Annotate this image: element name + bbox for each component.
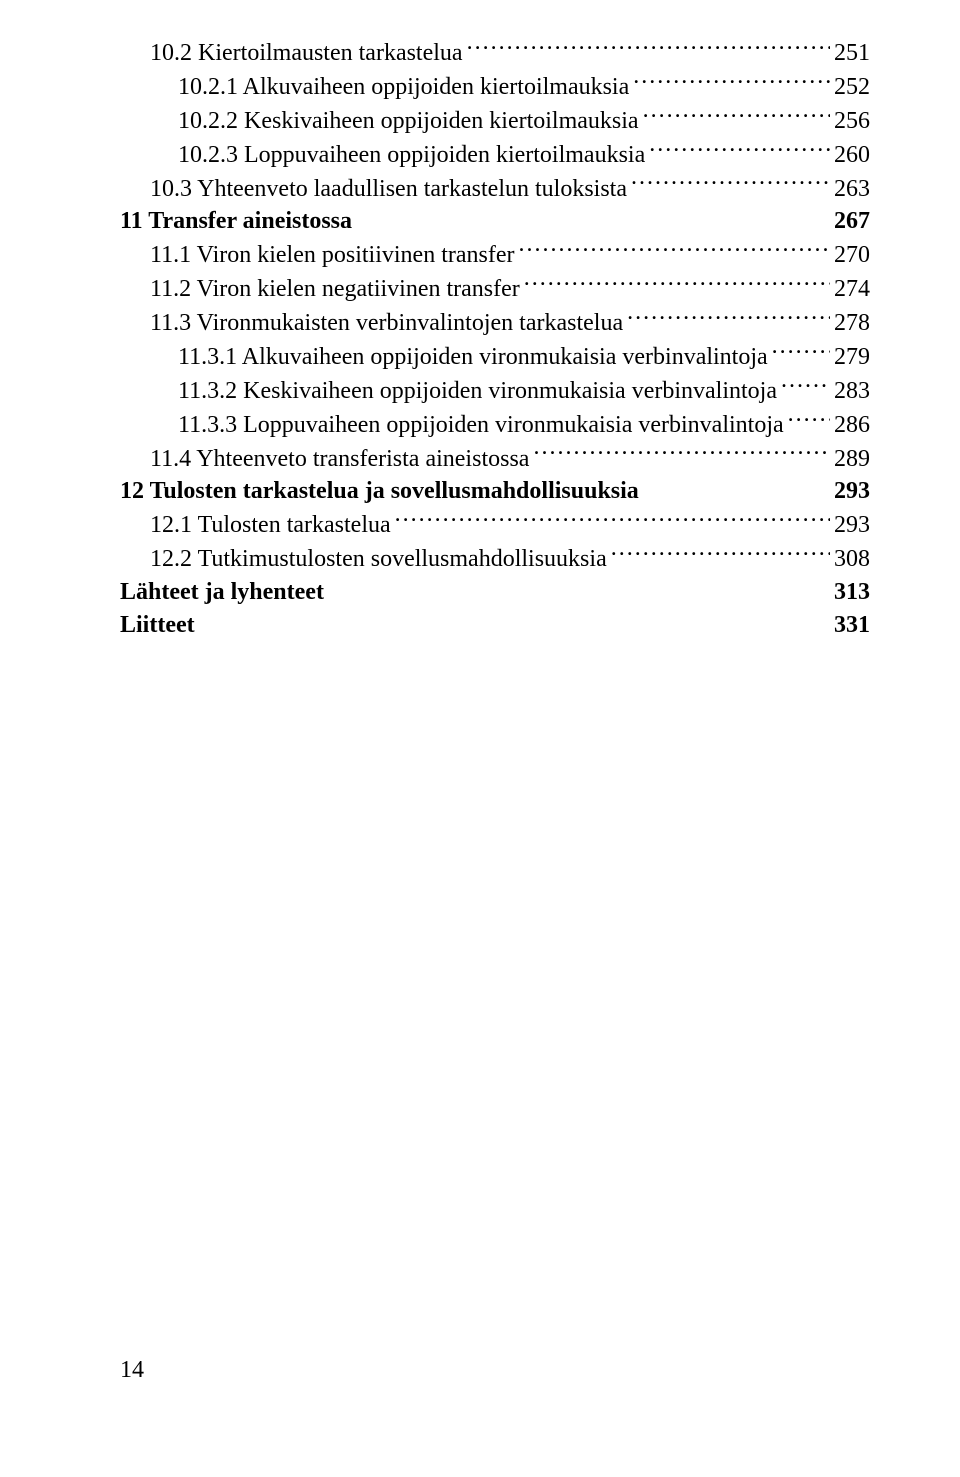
toc-leader-dots [519, 238, 831, 262]
document-page: 10.2 Kiertoilmausten tarkastelua 251 10.2.… [0, 0, 960, 1477]
toc-page-number: 293 [834, 509, 870, 542]
toc-entry: 10.2.2 Keskivaiheen oppijoiden kiertoilm… [120, 104, 870, 138]
toc-page-number: 308 [834, 543, 870, 576]
toc-label: 11 Transfer aineistossa [120, 205, 834, 238]
toc-page-number: 270 [834, 239, 870, 272]
toc-entry: 10.2 Kiertoilmausten tarkastelua 251 [120, 36, 870, 70]
toc-entry: 11.3.1 Alkuvaiheen oppijoiden vironmukai… [120, 340, 870, 374]
toc-label: 11.3.2 Keskivaiheen oppijoiden vironmuka… [178, 375, 777, 408]
toc-label: 10.2.2 Keskivaiheen oppijoiden kiertoilm… [178, 105, 639, 138]
toc-label: 12.2 Tutkimustulosten sovellusmahdollisu… [150, 543, 607, 576]
table-of-contents: 10.2 Kiertoilmausten tarkastelua 251 10.2.… [120, 36, 870, 642]
toc-leader-dots [781, 374, 830, 398]
toc-label: Liitteet [120, 609, 834, 642]
toc-page-number: 331 [834, 609, 870, 642]
toc-label: 11.4 Yhteenveto transferista aineistossa [150, 443, 529, 476]
toc-page-number: 251 [834, 37, 870, 70]
toc-entry: 10.3 Yhteenveto laadullisen tarkastelun … [120, 172, 870, 206]
toc-label: 12 Tulosten tarkastelua ja sovellusmahdo… [120, 475, 834, 508]
toc-label: 10.3 Yhteenveto laadullisen tarkastelun … [150, 173, 627, 206]
toc-entry: 11.3 Vironmukaisten verbinvalintojen tar… [120, 306, 870, 340]
toc-label: 11.1 Viron kielen positiivinen transfer [150, 239, 515, 272]
toc-leader-dots [772, 340, 830, 364]
toc-leader-dots [627, 306, 830, 330]
toc-page-number: 313 [834, 576, 870, 609]
page-number: 14 [120, 1354, 144, 1387]
toc-leader-dots [533, 442, 830, 466]
toc-leader-dots [611, 542, 830, 566]
toc-entry: 11.3.3 Loppuvaiheen oppijoiden vironmuka… [120, 408, 870, 442]
toc-chapter: Lähteet ja lyhenteet313 [120, 576, 870, 609]
toc-entry: 11.3.2 Keskivaiheen oppijoiden vironmuka… [120, 374, 870, 408]
toc-leader-dots [631, 172, 830, 196]
toc-label: 12.1 Tulosten tarkastelua [150, 509, 391, 542]
toc-leader-dots [643, 104, 830, 128]
toc-label: 11.3.1 Alkuvaiheen oppijoiden vironmukai… [178, 341, 768, 374]
toc-leader-dots [649, 138, 830, 162]
toc-leader-dots [395, 508, 830, 532]
toc-page-number: 260 [834, 139, 870, 172]
toc-chapter: 12 Tulosten tarkastelua ja sovellusmahdo… [120, 475, 870, 508]
toc-label: 10.2.3 Loppuvaiheen oppijoiden kiertoilm… [178, 139, 645, 172]
toc-entry: 11.4 Yhteenveto transferista aineistossa… [120, 442, 870, 476]
toc-entry: 10.2.1 Alkuvaiheen oppijoiden kiertoilma… [120, 70, 870, 104]
toc-page-number: 274 [834, 273, 870, 306]
toc-page-number: 263 [834, 173, 870, 206]
toc-page-number: 286 [834, 409, 870, 442]
toc-leader-dots [467, 36, 830, 60]
toc-label: 10.2 Kiertoilmausten tarkastelua [150, 37, 463, 70]
toc-leader-dots [524, 272, 830, 296]
toc-page-number: 293 [834, 475, 870, 508]
toc-page-number: 289 [834, 443, 870, 476]
toc-chapter: 11 Transfer aineistossa267 [120, 205, 870, 238]
toc-label: 11.2 Viron kielen negatiivinen transfer [150, 273, 520, 306]
toc-page-number: 252 [834, 71, 870, 104]
toc-page-number: 267 [834, 205, 870, 238]
toc-page-number: 278 [834, 307, 870, 340]
toc-chapter: Liitteet331 [120, 609, 870, 642]
toc-leader-dots [788, 408, 830, 432]
toc-entry: 11.1 Viron kielen positiivinen transfer 2… [120, 238, 870, 272]
toc-leader-dots [633, 70, 830, 94]
toc-entry: 12.1 Tulosten tarkastelua 293 [120, 508, 870, 542]
toc-label: 11.3.3 Loppuvaiheen oppijoiden vironmuka… [178, 409, 784, 442]
toc-entry: 12.2 Tutkimustulosten sovellusmahdollisu… [120, 542, 870, 576]
toc-label: 11.3 Vironmukaisten verbinvalintojen tar… [150, 307, 623, 340]
toc-page-number: 256 [834, 105, 870, 138]
toc-label: Lähteet ja lyhenteet [120, 576, 834, 609]
toc-entry: 10.2.3 Loppuvaiheen oppijoiden kiertoilm… [120, 138, 870, 172]
toc-entry: 11.2 Viron kielen negatiivinen transfer 2… [120, 272, 870, 306]
toc-page-number: 279 [834, 341, 870, 374]
toc-page-number: 283 [834, 375, 870, 408]
toc-label: 10.2.1 Alkuvaiheen oppijoiden kiertoilma… [178, 71, 629, 104]
